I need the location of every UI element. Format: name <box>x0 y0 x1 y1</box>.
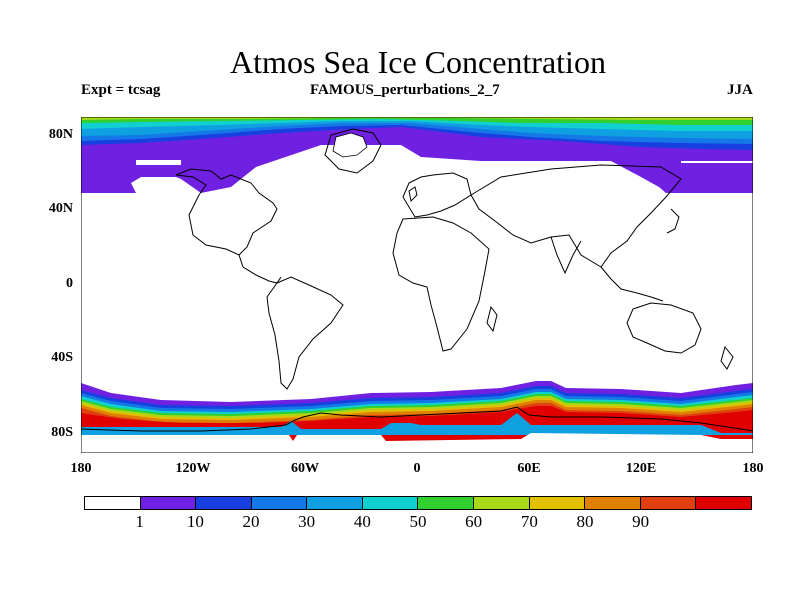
coast-asia <box>470 164 682 268</box>
lon-label-0: 0 <box>413 461 421 476</box>
map-title: Atmos Sea Ice Concentration <box>230 44 606 80</box>
lat-label-80n: 80N <box>48 127 73 142</box>
lon-label-60w: 60W <box>291 461 319 476</box>
lat-label-40n: 40N <box>48 201 73 216</box>
lat-label-80s: 80S <box>51 425 73 440</box>
lon-label-180w: 180 <box>70 461 92 476</box>
colorbar-swatch-9 <box>585 497 641 509</box>
colorbar <box>84 496 752 510</box>
coast-madagascar <box>486 305 498 333</box>
season-label: JJA <box>727 82 753 98</box>
lat-label-40s: 40S <box>51 350 73 365</box>
colorbar-swatch-2 <box>196 497 252 509</box>
sea-ice-map <box>81 117 753 453</box>
coastlines <box>81 128 753 432</box>
lon-label-120w: 120W <box>175 461 211 476</box>
colorbar-label-20: 20 <box>242 512 260 531</box>
arctic-band-7 <box>81 117 753 120</box>
coast-australia <box>626 302 702 354</box>
colorbar-swatch-5 <box>362 497 419 509</box>
colorbar-label-10: 10 <box>186 512 204 531</box>
colorbar-swatch-3 <box>251 497 308 509</box>
colorbar-swatch-6 <box>418 497 475 509</box>
colorbar-label-40: 40 <box>353 512 371 531</box>
colorbar-swatch-4 <box>307 497 363 509</box>
coast-south-america <box>266 276 344 390</box>
colorbar-label-1: 1 <box>135 512 144 531</box>
lon-label-120e: 120E <box>625 461 657 476</box>
coast-india <box>550 236 582 275</box>
antarctic-white-south <box>81 433 753 453</box>
lat-label-equator: 0 <box>66 276 73 291</box>
map-plot <box>81 117 753 453</box>
colorbar-swatch-0 <box>85 497 141 509</box>
lon-label-180e: 180 <box>742 461 764 476</box>
coast-southeast-asia <box>600 266 664 302</box>
coast-new-zealand <box>720 345 734 370</box>
coast-africa <box>392 216 490 352</box>
colorbar-label-30: 30 <box>298 512 316 531</box>
greenland-interior <box>332 132 368 158</box>
colorbar-label-60: 60 <box>465 512 483 531</box>
colorbar-swatch-7 <box>474 497 530 509</box>
arctic-ice-field <box>81 117 753 193</box>
colorbar-label-50: 50 <box>409 512 427 531</box>
colorbar-swatch-11 <box>696 497 751 509</box>
coast-north-america <box>175 168 278 256</box>
colorbar-swatch-8 <box>529 497 586 509</box>
coast-europe <box>402 172 472 218</box>
coast-uk <box>408 186 418 203</box>
coast-greenland <box>324 128 382 174</box>
colorbar-swatch-1 <box>140 497 197 509</box>
antarctic-ice-field <box>81 381 753 453</box>
colorbar-label-90: 90 <box>632 512 650 531</box>
experiment-label: Expt = tcsag <box>81 82 161 98</box>
colorbar-swatch-10 <box>640 497 697 509</box>
lon-label-60e: 60E <box>517 461 541 476</box>
coast-central-america <box>238 254 282 284</box>
coast-japan <box>666 208 680 234</box>
coast-antarctica <box>81 406 753 432</box>
colorbar-label-80: 80 <box>576 512 594 531</box>
run-name-label: FAMOUS_perturbations_2_7 <box>310 82 500 98</box>
colorbar-label-70: 70 <box>520 512 538 531</box>
